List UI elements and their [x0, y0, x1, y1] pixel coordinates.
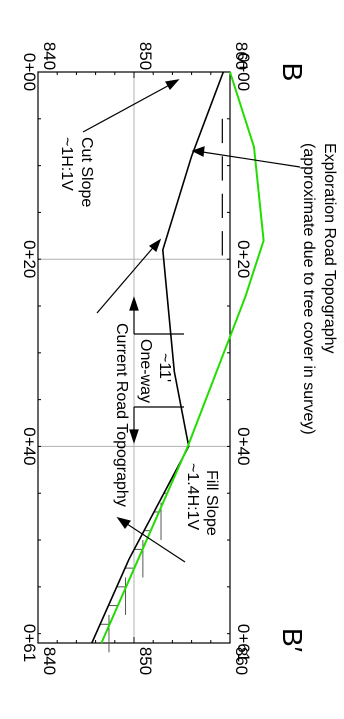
exploration-leader: [195, 150, 301, 168]
width-arrowhead-down: [129, 429, 139, 444]
elev-tick-label-top: 840: [40, 42, 59, 70]
exploration-road-profile: [100, 71, 265, 644]
station-tick-label-left: 0+61: [20, 624, 39, 662]
elev-tick-label-bottom: 860: [232, 647, 251, 675]
elev-tick-label-top: 850: [136, 42, 155, 70]
current-road-profile: [91, 71, 225, 644]
station-tick-label-right: 0+40: [234, 427, 253, 465]
exploration-arrowhead: [191, 146, 205, 157]
elev-tick-label-bottom: 840: [40, 647, 59, 675]
fill-slope-title: Fill Slope: [203, 470, 220, 536]
fill-slope-arrowhead: [116, 517, 132, 530]
elev-tick-label-bottom: 850: [136, 647, 155, 675]
station-tick-label-right: 0+20: [234, 240, 253, 278]
exploration-title: Exploration Road Topography: [321, 143, 338, 354]
cut-slope-ratio: ~1H:1V: [58, 137, 75, 191]
cut-slope-arrowhead: [165, 79, 180, 91]
station-tick-label-right: 0+00: [234, 53, 253, 91]
width-arrowhead-up: [129, 296, 139, 311]
elev-tick-label-top: 860: [232, 42, 251, 70]
current-road-arrowhead: [148, 238, 162, 253]
station-tick-label-left: 0+00: [20, 53, 39, 91]
current-road-label: Current Road Topography: [113, 323, 130, 507]
station-tick-label-left: 0+20: [20, 240, 39, 278]
exploration-note: (approximate due to tree cover in survey…: [300, 143, 317, 435]
cut-slope-title: Cut Slope: [78, 137, 95, 207]
section-start-label: B: [277, 63, 308, 82]
grid-lines: [38, 72, 230, 643]
fill-slope-ratio: ~1.4H:1V: [184, 463, 201, 530]
station-tick-label-right: 0+61: [234, 624, 253, 662]
width-value: ~11': [156, 353, 173, 382]
section-end-label: B′: [277, 628, 308, 652]
fill-slope-leader: [120, 519, 186, 563]
leader-arrows: [82, 79, 301, 563]
current-road-leader: [96, 242, 158, 314]
station-tick-label-left: 0+40: [20, 427, 39, 465]
width-label: One-way: [137, 339, 154, 403]
cut-slope-leader: [82, 81, 176, 133]
